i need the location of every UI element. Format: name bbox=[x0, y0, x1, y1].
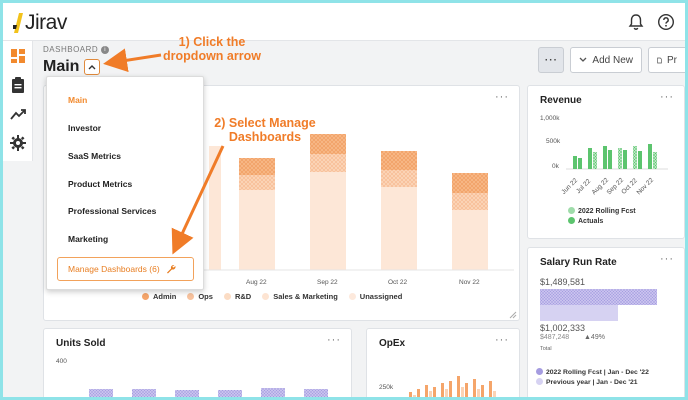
bar-nov bbox=[452, 173, 488, 270]
add-new-label: Add New bbox=[592, 54, 633, 66]
annotation-step-2: 2) Select Manage Dashboards bbox=[214, 116, 316, 144]
revenue-menu-button[interactable]: ··· bbox=[660, 91, 674, 103]
main-chart-bars bbox=[194, 134, 517, 319]
app-frame: Jirav DASHBOARD i bbox=[3, 3, 685, 397]
x-tick-nov: Nov 22 bbox=[459, 279, 480, 286]
manage-dashboards-button[interactable]: Manage Dashboards (6) bbox=[57, 257, 194, 281]
annotation-step-1: 1) Click the dropdown arrow bbox=[163, 35, 261, 63]
salary-legend-previous[interactable]: Previous year | Jan - Dec '21 bbox=[536, 378, 638, 386]
opex-card: OpEx ··· 250k bbox=[366, 328, 520, 397]
document-button[interactable]: Pr bbox=[648, 47, 685, 73]
units-sold-menu-button[interactable]: ··· bbox=[327, 334, 341, 346]
top-bar: Jirav bbox=[3, 3, 685, 41]
legend-sales-marketing[interactable]: Sales & Marketing bbox=[262, 292, 338, 301]
revenue-title: Revenue bbox=[540, 95, 582, 106]
wrench-icon bbox=[166, 265, 176, 274]
dropdown-item-product-metrics[interactable]: Product Metrics bbox=[68, 179, 133, 189]
help-icon[interactable] bbox=[657, 13, 675, 31]
salary-total-label: Total bbox=[540, 346, 552, 352]
bell-icon[interactable] bbox=[627, 13, 645, 31]
salary-value-top: $1,489,581 bbox=[540, 277, 586, 287]
salary-bars bbox=[540, 289, 657, 321]
x-tick-oct: Oct 22 bbox=[388, 279, 408, 286]
bar-oct bbox=[381, 151, 417, 270]
jirav-logo-icon bbox=[13, 13, 23, 33]
chevron-down-icon bbox=[579, 57, 587, 62]
card-menu-button[interactable]: ··· bbox=[495, 91, 509, 103]
salary-change: ▲49% bbox=[584, 334, 605, 341]
brand-logo[interactable]: Jirav bbox=[13, 11, 67, 35]
dashboard-header: DASHBOARD i Main bbox=[43, 41, 110, 76]
toolbar: ··· Add New Pr bbox=[538, 47, 685, 73]
units-sold-card: Units Sold ··· 400 bbox=[43, 328, 352, 397]
revenue-legend-forecast[interactable]: 2022 Rolling Fcst bbox=[568, 207, 636, 215]
dropdown-item-main[interactable]: Main bbox=[68, 95, 88, 105]
salary-value-mid: $1,002,333 bbox=[540, 323, 586, 333]
revenue-ytick-1000k: 1,000k bbox=[540, 115, 560, 122]
dashboard-dropdown-button[interactable] bbox=[84, 59, 101, 75]
opex-bars bbox=[409, 376, 496, 397]
add-new-button[interactable]: Add New bbox=[570, 47, 642, 73]
clipboard-icon[interactable] bbox=[3, 70, 33, 99]
dashboard-icon[interactable] bbox=[3, 41, 33, 70]
dashboard-dropdown-menu: Main Investor SaaS Metrics Product Metri… bbox=[46, 76, 204, 290]
revenue-legend-actuals[interactable]: Actuals bbox=[568, 217, 603, 225]
units-sold-title: Units Sold bbox=[56, 338, 106, 349]
legend-rd[interactable]: R&D bbox=[223, 292, 251, 301]
dropdown-item-professional-services[interactable]: Professional Services bbox=[68, 206, 157, 216]
x-tick-sep: Sep 22 bbox=[317, 279, 338, 286]
dropdown-item-investor[interactable]: Investor bbox=[68, 123, 102, 133]
main-chart-legend: Admin Ops R&D Sales & Marketing Unassign… bbox=[142, 292, 402, 301]
bar-aug bbox=[239, 158, 275, 270]
dropdown-item-saas-metrics[interactable]: SaaS Metrics bbox=[68, 151, 121, 161]
units-ytick-400: 400 bbox=[56, 358, 67, 365]
trend-icon[interactable] bbox=[3, 99, 33, 128]
revenue-card: Revenue ··· 1,000k 500k 0k Jun 22 Jul bbox=[527, 85, 685, 239]
bar-jul bbox=[209, 146, 221, 270]
brand-name: Jirav bbox=[25, 11, 67, 34]
salary-run-rate-card: Salary Run Rate ··· $1,489,581 $1,002,33… bbox=[527, 247, 685, 397]
legend-ops[interactable]: Ops bbox=[187, 292, 213, 301]
dropdown-item-marketing[interactable]: Marketing bbox=[68, 234, 109, 244]
sidebar bbox=[3, 41, 33, 161]
salary-title: Salary Run Rate bbox=[540, 257, 617, 268]
gear-icon[interactable] bbox=[3, 128, 33, 157]
salary-menu-button[interactable]: ··· bbox=[660, 253, 674, 265]
revenue-bars bbox=[566, 144, 668, 170]
legend-unassigned[interactable]: Unassigned bbox=[348, 292, 402, 301]
document-icon bbox=[657, 57, 662, 63]
dashboard-label: DASHBOARD bbox=[43, 45, 99, 54]
x-tick-aug: Aug 22 bbox=[246, 279, 267, 286]
manage-dashboards-label: Manage Dashboards (6) bbox=[68, 264, 160, 274]
bar-sep bbox=[310, 134, 346, 270]
legend-admin[interactable]: Admin bbox=[142, 292, 176, 301]
more-options-button[interactable]: ··· bbox=[538, 47, 565, 73]
opex-ytick-250k: 250k bbox=[379, 384, 394, 391]
info-icon[interactable]: i bbox=[101, 45, 110, 54]
opex-title: OpEx bbox=[379, 338, 406, 349]
dashboard-title: Main bbox=[43, 58, 80, 75]
salary-legend-forecast[interactable]: 2022 Rolling Fcst | Jan - Dec '22 bbox=[536, 368, 649, 376]
revenue-ytick-500k: 500k bbox=[546, 138, 561, 145]
revenue-ytick-0k: 0k bbox=[552, 163, 559, 170]
units-sold-bars bbox=[89, 388, 328, 397]
chevron-up-icon bbox=[88, 65, 96, 70]
opex-menu-button[interactable]: ··· bbox=[495, 334, 509, 346]
salary-value-low: $487,248 bbox=[540, 334, 570, 341]
